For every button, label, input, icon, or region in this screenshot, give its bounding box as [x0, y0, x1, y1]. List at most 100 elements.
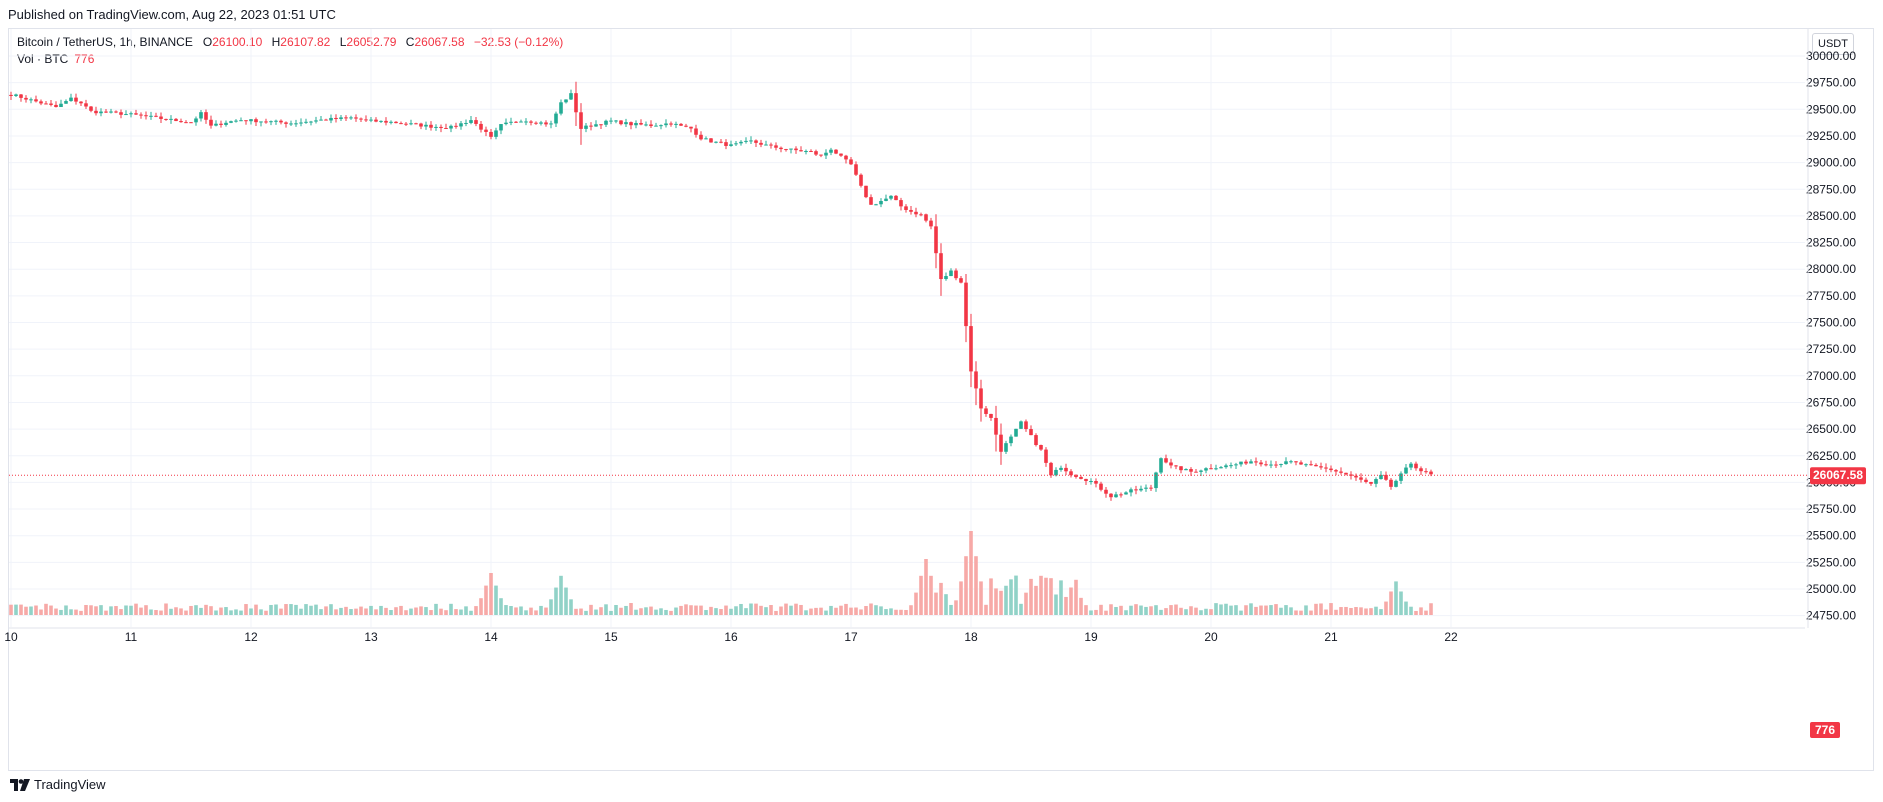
- candle-body[interactable]: [404, 123, 408, 125]
- candle-body[interactable]: [319, 119, 323, 121]
- candle-body[interactable]: [94, 110, 98, 114]
- symbol-title[interactable]: Bitcoin / TetherUS, 1h, BINANCE: [17, 35, 193, 49]
- candle-body[interactable]: [984, 408, 988, 414]
- candle-body[interactable]: [799, 150, 803, 152]
- candle-body[interactable]: [254, 119, 258, 123]
- candle-body[interactable]: [999, 434, 1003, 452]
- candle-body[interactable]: [849, 159, 853, 165]
- candle-body[interactable]: [214, 123, 218, 126]
- candle-body[interactable]: [179, 121, 183, 123]
- candle-body[interactable]: [1054, 469, 1058, 476]
- candle-body[interactable]: [249, 119, 253, 122]
- candle-body[interactable]: [649, 124, 653, 127]
- candle-body[interactable]: [229, 121, 233, 123]
- candle-body[interactable]: [1129, 489, 1133, 493]
- candle-body[interactable]: [1089, 480, 1093, 482]
- candle-body[interactable]: [1279, 464, 1283, 466]
- candle-body[interactable]: [329, 117, 333, 121]
- candle-body[interactable]: [1374, 479, 1378, 484]
- candle-body[interactable]: [654, 125, 658, 127]
- candle-body[interactable]: [924, 214, 928, 221]
- candle-body[interactable]: [104, 111, 108, 113]
- candle-body[interactable]: [374, 119, 378, 122]
- candle-body[interactable]: [1094, 480, 1098, 484]
- candle-body[interactable]: [1004, 443, 1008, 452]
- candle-body[interactable]: [944, 276, 948, 280]
- candle-body[interactable]: [659, 125, 663, 127]
- candle-body[interactable]: [829, 149, 833, 153]
- candle-body[interactable]: [1099, 483, 1103, 490]
- candle-body[interactable]: [779, 147, 783, 150]
- candle-body[interactable]: [339, 117, 343, 120]
- candle-body[interactable]: [604, 120, 608, 125]
- candle-body[interactable]: [554, 113, 558, 124]
- candle-body[interactable]: [219, 123, 223, 125]
- candle-body[interactable]: [1024, 421, 1028, 430]
- candle-body[interactable]: [109, 111, 113, 113]
- candle-body[interactable]: [144, 115, 148, 117]
- candle-body[interactable]: [379, 120, 383, 122]
- candle-body[interactable]: [664, 123, 668, 126]
- candle-body[interactable]: [724, 142, 728, 146]
- candle-body[interactable]: [934, 226, 938, 254]
- candle-body[interactable]: [419, 123, 423, 127]
- candle-body[interactable]: [1029, 429, 1033, 436]
- candle-body[interactable]: [1424, 471, 1428, 473]
- candle-body[interactable]: [754, 140, 758, 143]
- candle-body[interactable]: [704, 138, 708, 140]
- candle-body[interactable]: [44, 103, 48, 105]
- candle-body[interactable]: [1014, 428, 1018, 437]
- candle-body[interactable]: [389, 121, 393, 123]
- candle-body[interactable]: [1034, 435, 1038, 446]
- candle-body[interactable]: [464, 122, 468, 124]
- candle-body[interactable]: [424, 124, 428, 127]
- candle-body[interactable]: [1289, 461, 1293, 463]
- candle-body[interactable]: [24, 97, 28, 100]
- candle-body[interactable]: [349, 117, 353, 119]
- candle-body[interactable]: [1304, 464, 1308, 466]
- candle-body[interactable]: [629, 122, 633, 126]
- candle-body[interactable]: [614, 120, 618, 122]
- candle-body[interactable]: [559, 102, 563, 114]
- candle-body[interactable]: [209, 119, 213, 126]
- candle-body[interactable]: [1084, 478, 1088, 482]
- candle-body[interactable]: [904, 206, 908, 210]
- candle-body[interactable]: [1324, 467, 1328, 469]
- candle-body[interactable]: [879, 200, 883, 205]
- candle-body[interactable]: [769, 144, 773, 146]
- candle-body[interactable]: [479, 123, 483, 130]
- candle-body[interactable]: [39, 101, 43, 104]
- candle-body[interactable]: [1339, 471, 1343, 473]
- candle-body[interactable]: [64, 101, 68, 104]
- candle-body[interactable]: [1309, 464, 1313, 466]
- candle-body[interactable]: [639, 122, 643, 125]
- candle-body[interactable]: [1409, 463, 1413, 468]
- candle-body[interactable]: [499, 124, 503, 131]
- candle-body[interactable]: [1144, 487, 1148, 489]
- candle-body[interactable]: [1219, 467, 1223, 469]
- candle-body[interactable]: [1389, 479, 1393, 487]
- candle-body[interactable]: [244, 120, 248, 122]
- candle-body[interactable]: [369, 119, 373, 121]
- candle-body[interactable]: [1064, 467, 1068, 472]
- candle-body[interactable]: [899, 200, 903, 207]
- candle-body[interactable]: [1329, 468, 1333, 471]
- candle-body[interactable]: [134, 113, 138, 115]
- candle-body[interactable]: [1399, 473, 1403, 481]
- candle-body[interactable]: [764, 144, 768, 146]
- candle-body[interactable]: [74, 97, 78, 102]
- candle-body[interactable]: [1109, 493, 1113, 498]
- candle-body[interactable]: [1224, 465, 1228, 468]
- candle-body[interactable]: [1369, 481, 1373, 484]
- candle-body[interactable]: [1229, 465, 1233, 467]
- candle-body[interactable]: [434, 126, 438, 128]
- candle-body[interactable]: [49, 103, 53, 105]
- candle-body[interactable]: [979, 388, 983, 409]
- candle-body[interactable]: [1199, 470, 1203, 472]
- candle-body[interactable]: [174, 118, 178, 122]
- candle-body[interactable]: [569, 93, 573, 100]
- candle-body[interactable]: [1039, 445, 1043, 450]
- candle-body[interactable]: [1119, 494, 1123, 496]
- candle-body[interactable]: [1364, 479, 1368, 482]
